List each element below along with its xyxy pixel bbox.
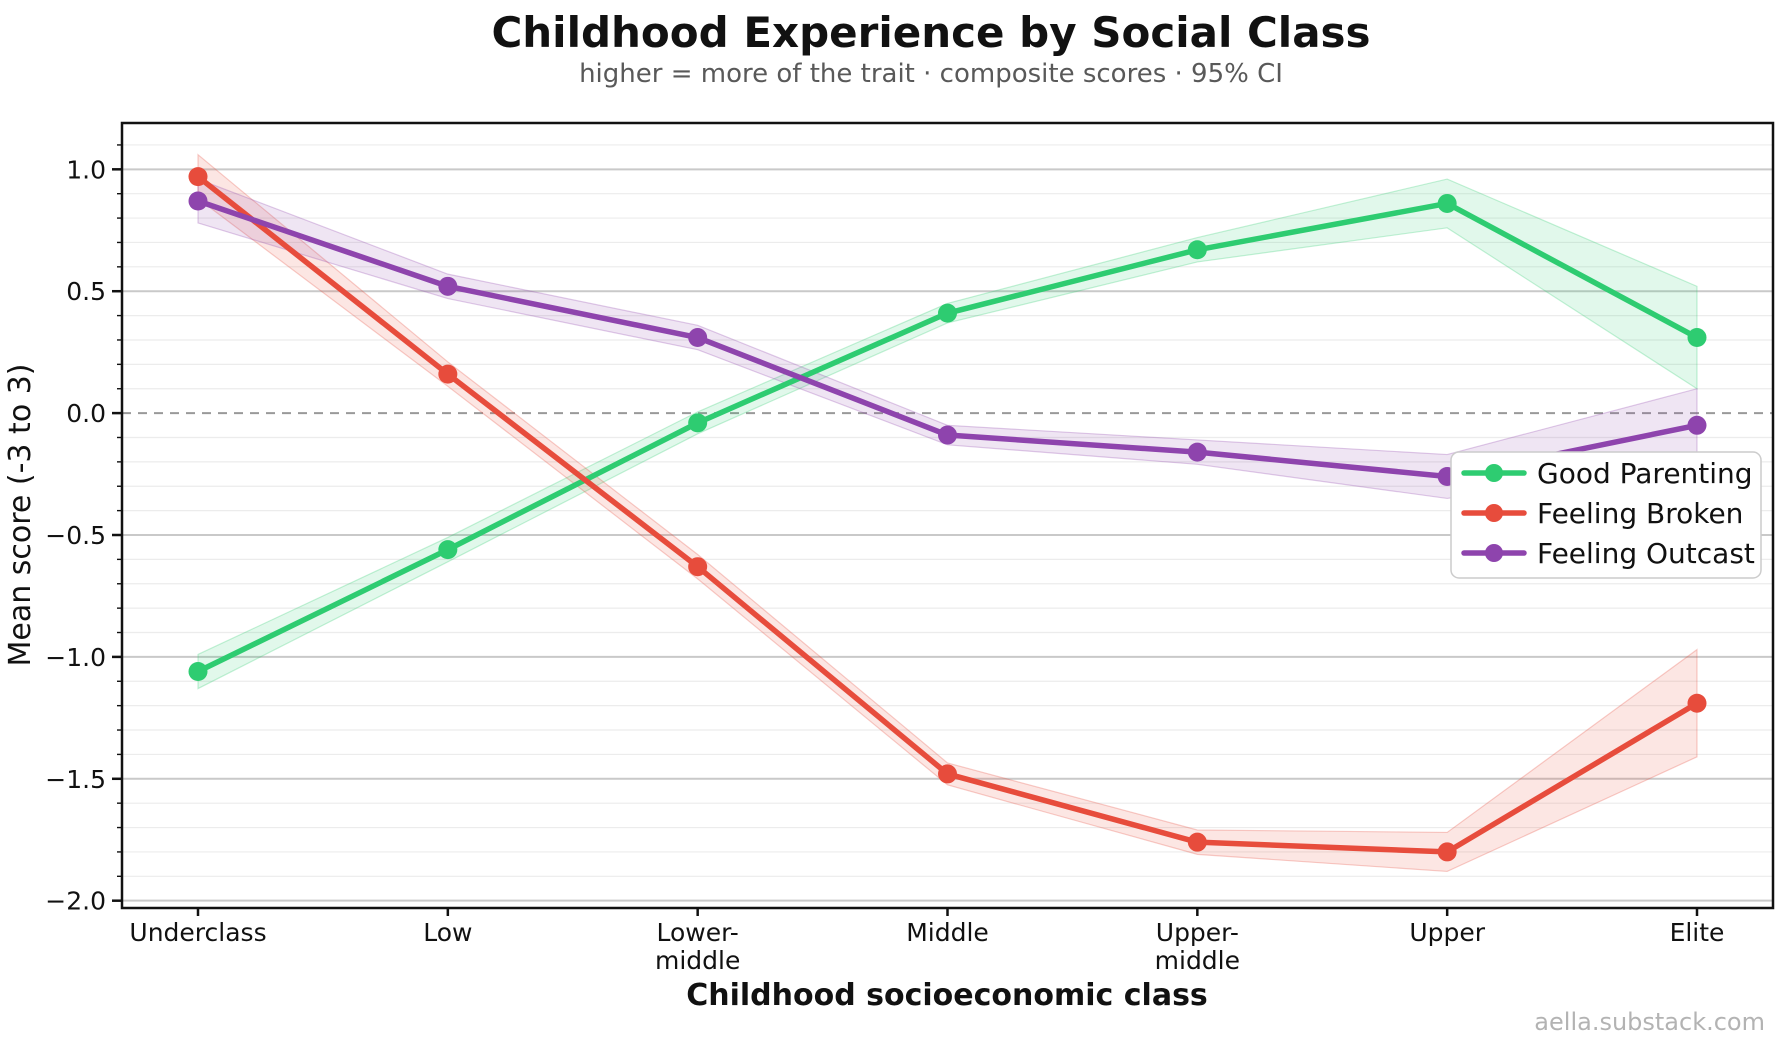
data-point-marker xyxy=(1187,240,1207,260)
data-point-marker xyxy=(1187,832,1207,852)
data-point-markers xyxy=(188,167,1707,862)
x-axis-label: Childhood socioeconomic class xyxy=(686,978,1208,1013)
data-point-marker xyxy=(188,191,208,211)
legend-swatch-marker xyxy=(1485,544,1503,562)
data-point-marker xyxy=(1437,193,1457,213)
data-point-marker xyxy=(1687,328,1707,348)
data-point-marker xyxy=(938,425,957,445)
y-tick-label: −2.0 xyxy=(45,887,106,916)
data-point-marker xyxy=(1187,442,1207,462)
chart-title: Childhood Experience by Social Class xyxy=(491,8,1370,57)
data-point-marker xyxy=(188,662,208,682)
legend-label: Feeling Outcast xyxy=(1537,537,1755,570)
y-tick-label: −1.5 xyxy=(45,765,106,794)
y-tick-label: −1.0 xyxy=(45,643,106,672)
x-tick-label: Lower- xyxy=(657,918,739,947)
data-point-marker xyxy=(938,764,957,784)
data-point-marker xyxy=(438,540,458,560)
y-axis-tick-labels: 1.0 0.5 0.0 −0.5 −1.0 −1.5 −2.0 xyxy=(45,155,106,915)
x-tick-label: middle xyxy=(1155,946,1240,975)
confidence-band xyxy=(197,178,1698,690)
data-point-marker xyxy=(688,557,708,577)
data-point-marker xyxy=(938,303,957,323)
x-tick-label: Underclass xyxy=(129,918,266,947)
chart-subtitle: higher = more of the trait · composite s… xyxy=(579,59,1283,89)
y-axis-ticks xyxy=(112,144,122,902)
x-tick-label: middle xyxy=(655,946,740,975)
data-point-marker xyxy=(1687,693,1707,713)
data-point-marker xyxy=(688,413,708,433)
x-tick-label: Upper xyxy=(1409,918,1485,947)
legend-swatch-marker xyxy=(1485,504,1503,522)
data-point-marker xyxy=(1437,842,1457,862)
y-tick-label: −0.5 xyxy=(45,521,106,550)
confidence-band xyxy=(197,153,1698,873)
x-tick-label: Upper- xyxy=(1156,918,1239,947)
y-tick-label: 1.0 xyxy=(66,155,106,184)
data-point-marker xyxy=(188,167,208,187)
data-point-marker xyxy=(1687,415,1707,435)
legend-label: Good Parenting xyxy=(1537,457,1753,490)
x-axis-tick-labels: Underclass Low Lower-middle Middle Upper-mid… xyxy=(129,918,1724,975)
y-axis-label: Mean score (-3 to 3) xyxy=(3,363,38,666)
y-tick-label: 0.0 xyxy=(66,399,106,428)
data-point-marker xyxy=(438,364,458,384)
data-point-marker xyxy=(688,328,708,348)
y-tick-label: 0.5 xyxy=(66,277,106,306)
legend-box xyxy=(1450,451,1762,579)
x-tick-label: Middle xyxy=(906,918,989,947)
legend: Good Parenting Feeling Broken Feeling Outc… xyxy=(1450,451,1762,579)
x-axis-ticks xyxy=(196,908,1699,916)
data-point-marker xyxy=(438,276,458,296)
legend-swatch-marker xyxy=(1485,464,1503,482)
legend-label: Feeling Broken xyxy=(1537,497,1743,530)
x-tick-label: Low xyxy=(423,918,472,947)
watermark: aella.substack.com xyxy=(1534,1008,1765,1036)
x-tick-label: Elite xyxy=(1670,918,1725,947)
